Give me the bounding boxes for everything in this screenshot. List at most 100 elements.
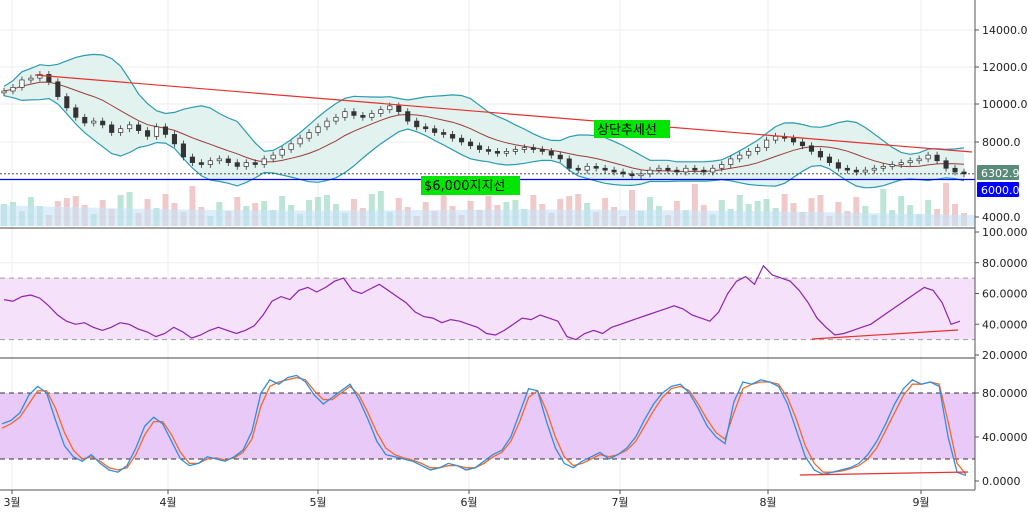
support-price-badge-text: 6000.0 bbox=[981, 184, 1020, 197]
y-tick-label: 4000.0 bbox=[982, 211, 1021, 224]
candle-body bbox=[701, 169, 707, 173]
bollinger-lower-band bbox=[3, 95, 965, 189]
candle-body bbox=[333, 116, 339, 122]
candle-body bbox=[82, 116, 88, 124]
candle-body bbox=[171, 134, 178, 145]
candle-body bbox=[405, 111, 411, 122]
y-tick-label: 0.0000 bbox=[982, 475, 1021, 488]
candle-body bbox=[674, 169, 680, 173]
candle-body bbox=[755, 147, 761, 152]
candle-body bbox=[548, 151, 554, 156]
candle-body bbox=[396, 105, 402, 112]
candle-body bbox=[880, 166, 886, 169]
volume-bars bbox=[0, 183, 975, 226]
stochastic-band-fill bbox=[0, 393, 975, 459]
candle-body bbox=[198, 162, 204, 165]
y-tick-label: 60.0000 bbox=[982, 288, 1028, 301]
candle-body bbox=[485, 149, 492, 152]
candle-body bbox=[611, 169, 617, 173]
x-tick-label: 9월 bbox=[912, 496, 929, 509]
candle-body bbox=[216, 158, 222, 162]
y-tick-label: 12000.0 bbox=[982, 61, 1028, 74]
candle-body bbox=[916, 158, 922, 162]
candle-body bbox=[153, 126, 160, 137]
candle-body bbox=[799, 141, 806, 147]
y-tick-label: 80.0000 bbox=[982, 257, 1028, 270]
candle-body bbox=[261, 158, 267, 165]
stochastic-pane bbox=[0, 374, 975, 477]
candle-body bbox=[575, 167, 581, 171]
volume-bar bbox=[808, 198, 815, 226]
candle-body bbox=[773, 135, 779, 141]
stochastic-trendline[interactable] bbox=[799, 471, 969, 476]
candle-body bbox=[100, 120, 106, 126]
volume-bar bbox=[817, 195, 824, 226]
candle-body bbox=[55, 81, 61, 97]
candle-body bbox=[306, 132, 312, 139]
candle-body bbox=[647, 169, 653, 175]
candle-body bbox=[162, 126, 169, 135]
candle-body bbox=[423, 126, 429, 130]
candle-body bbox=[737, 154, 743, 160]
candle-body bbox=[835, 162, 841, 169]
candle-body bbox=[584, 166, 590, 171]
candle-body bbox=[207, 160, 213, 165]
support-label-background bbox=[421, 176, 520, 195]
y-tick-label: 10000.0 bbox=[982, 98, 1028, 111]
last-price-badge-text: 6302.9 bbox=[981, 167, 1020, 180]
candle-body bbox=[387, 105, 393, 111]
volume-bar bbox=[853, 197, 860, 226]
y-tick-label: 20.0000 bbox=[982, 349, 1028, 362]
candle-body bbox=[665, 167, 671, 171]
candle-body bbox=[602, 167, 608, 171]
candle-body bbox=[37, 74, 43, 79]
candle-body bbox=[530, 147, 536, 150]
candle-body bbox=[127, 124, 133, 130]
candle-body bbox=[1, 90, 7, 94]
candle-body bbox=[925, 154, 931, 160]
volume-bar bbox=[440, 185, 447, 226]
candle-body bbox=[593, 166, 599, 169]
y-axis-labels: 14000.0 12000.0 10000.0 8000.0 4000.0 100.000… bbox=[975, 24, 1028, 488]
candle-body bbox=[243, 162, 249, 167]
rsi-line bbox=[3, 264, 961, 341]
candle-body bbox=[180, 143, 186, 158]
volume-bar bbox=[781, 194, 788, 226]
candle-body bbox=[297, 137, 303, 145]
candle-body bbox=[790, 137, 797, 143]
support-label: $6,000지지선 bbox=[424, 179, 505, 194]
volume-average-area bbox=[0, 205, 975, 226]
x-tick-label: 7월 bbox=[611, 496, 628, 509]
candle-body bbox=[656, 167, 662, 171]
bollinger-fill bbox=[4, 54, 964, 188]
price-pane: 상단추세선 $6,000지지선 bbox=[0, 53, 975, 226]
candle-body bbox=[817, 151, 823, 158]
last-price-badge bbox=[977, 165, 1019, 180]
candle-body bbox=[620, 171, 626, 175]
candle-body bbox=[871, 167, 877, 171]
x-tick-label: 3월 bbox=[3, 496, 20, 509]
candle-body bbox=[136, 124, 142, 131]
candle-body bbox=[145, 130, 151, 137]
candle-body bbox=[719, 164, 725, 169]
candle-body bbox=[91, 120, 97, 124]
candle-body bbox=[10, 86, 16, 92]
candle-body bbox=[862, 169, 868, 173]
candle-body bbox=[934, 154, 940, 162]
rsi-trendline[interactable] bbox=[811, 329, 959, 340]
candle-body bbox=[692, 167, 698, 171]
volume-bar bbox=[925, 200, 932, 226]
candle-body bbox=[46, 74, 52, 83]
candle-body bbox=[952, 167, 958, 173]
candle-body bbox=[907, 160, 913, 163]
candle-body bbox=[225, 158, 231, 163]
rsi-band-fill bbox=[0, 278, 975, 340]
candle-body bbox=[234, 162, 240, 167]
downtrend-line[interactable] bbox=[34, 74, 973, 153]
volume-bar bbox=[736, 195, 743, 226]
candle-body bbox=[539, 149, 545, 152]
candle-body bbox=[728, 158, 734, 165]
candle-body bbox=[521, 147, 527, 150]
support-price-badge bbox=[977, 182, 1019, 197]
